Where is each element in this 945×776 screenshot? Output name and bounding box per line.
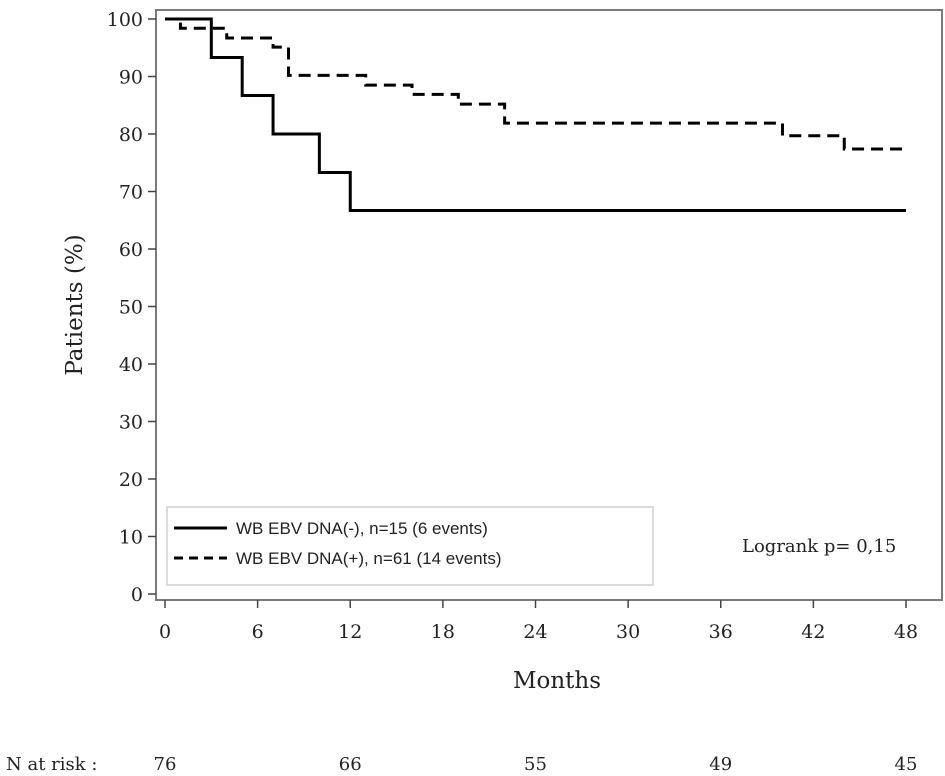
legend-entry-positive: WB EBV DNA(+), n=61 (14 events)	[236, 549, 502, 568]
risk-table-value: 55	[524, 754, 547, 775]
legend-entry-negative: WB EBV DNA(-), n=15 (6 events)	[236, 519, 488, 538]
y-tick-label: 80	[119, 124, 143, 146]
risk-table-value: 66	[339, 754, 362, 775]
y-tick-label: 30	[119, 412, 143, 434]
logrank-annotation: Logrank p= 0,15	[742, 536, 896, 557]
series-line-ebv-negative	[165, 17, 906, 212]
x-tick-label: 30	[616, 621, 640, 643]
x-tick-label: 24	[523, 621, 547, 643]
y-tick-label: 10	[119, 527, 143, 549]
y-tick-label: 50	[119, 297, 143, 319]
risk-table-values: 76 66 55 49 45	[154, 754, 918, 775]
risk-table-value: 49	[709, 754, 732, 775]
x-tick-label: 12	[338, 621, 362, 643]
legend-box	[166, 506, 654, 586]
series-layer	[165, 17, 906, 212]
x-axis: 0 6 12 18 24 30 36 42 48	[159, 600, 918, 643]
plot-frame	[155, 9, 943, 601]
x-tick-label: 48	[894, 621, 918, 643]
y-tick-label: 70	[119, 182, 143, 204]
y-tick-label: 40	[119, 354, 143, 376]
x-tick-label: 42	[801, 621, 825, 643]
y-axis-title: Patients (%)	[62, 234, 88, 375]
x-tick-label: 18	[431, 621, 455, 643]
risk-table-label: N at risk :	[6, 754, 97, 775]
y-tick-label: 0	[131, 584, 143, 606]
risk-table-value: 76	[154, 754, 177, 775]
risk-table-value: 45	[895, 754, 918, 775]
x-tick-label: 36	[709, 621, 733, 643]
y-axis: 0 10 20 30 40 50 60 70 80 90 100	[107, 9, 156, 606]
x-axis-title: Months	[513, 668, 601, 694]
legend: WB EBV DNA(-), n=15 (6 events) WB EBV DN…	[166, 506, 654, 586]
x-tick-label: 0	[159, 621, 171, 643]
x-tick-label: 6	[252, 621, 264, 643]
y-tick-label: 20	[119, 469, 143, 491]
y-tick-label: 90	[119, 67, 143, 89]
y-tick-label: 60	[119, 239, 143, 261]
series-line-ebv-positive	[165, 17, 906, 151]
y-tick-label: 100	[107, 9, 143, 31]
